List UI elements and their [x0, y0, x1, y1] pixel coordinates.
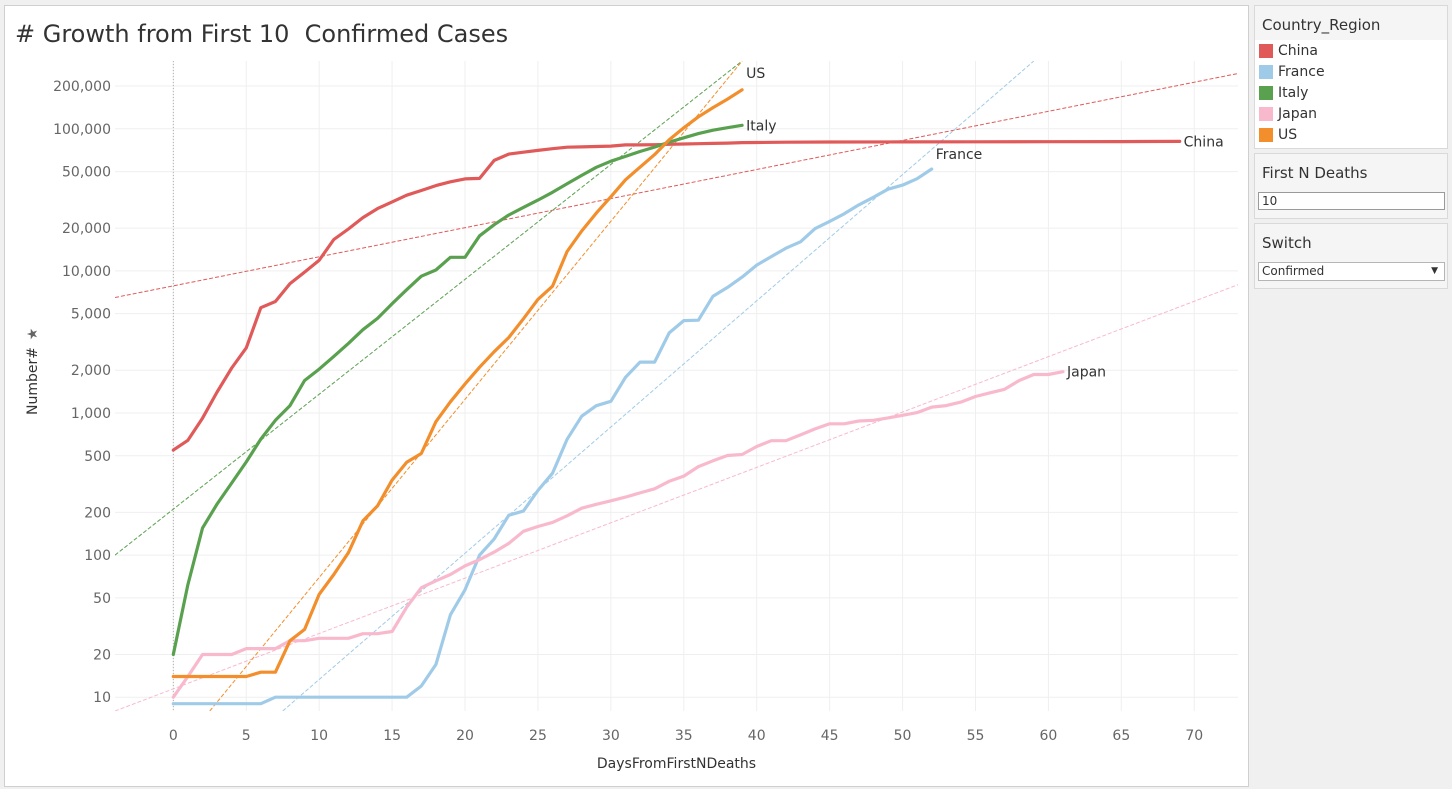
series-label-italy: Italy — [746, 118, 776, 134]
legend-title: Country_Region — [1255, 6, 1447, 40]
legend-swatch-us — [1259, 127, 1273, 142]
legend-item-us[interactable]: US — [1255, 124, 1447, 145]
series-line-china — [171, 139, 1182, 452]
legend-item-france[interactable]: France — [1255, 61, 1447, 82]
trend-line-japan — [115, 284, 1238, 711]
legend-label-italy: Italy — [1278, 84, 1309, 101]
y-tick-label: 100,000 — [53, 122, 111, 138]
x-tick-label: 70 — [1185, 728, 1203, 744]
trend-line-france — [282, 61, 1035, 711]
x-tick-label: 30 — [602, 728, 620, 744]
legend-label-japan: Japan — [1278, 105, 1318, 122]
x-tick-label: 45 — [821, 728, 839, 744]
legend-item-china[interactable]: China — [1255, 40, 1447, 61]
legend-label-china: China — [1278, 42, 1318, 59]
x-tick-label: 50 — [894, 728, 912, 744]
legend-swatch-china — [1259, 43, 1273, 58]
series-label-us: US — [746, 66, 765, 82]
legend-swatch-italy — [1259, 85, 1273, 100]
series-label-france: France — [936, 147, 983, 163]
x-tick-label: 0 — [169, 728, 178, 744]
y-tick-label: 200 — [84, 505, 111, 521]
x-tick-label: 40 — [748, 728, 766, 744]
series-label-china: China — [1184, 134, 1224, 150]
x-tick-label: 20 — [456, 728, 474, 744]
legend-label-france: France — [1278, 63, 1325, 80]
x-axis-title: DaysFromFirstNDeaths — [597, 756, 756, 772]
first-n-deaths-input[interactable] — [1258, 192, 1445, 210]
x-tick-label: 25 — [529, 728, 547, 744]
viz-worksheet: # Growth from First 10 Confirmed Cases 0… — [4, 5, 1249, 787]
x-tick-label: 60 — [1039, 728, 1057, 744]
y-tick-label: 5,000 — [71, 307, 111, 323]
y-tick-label: 500 — [84, 449, 111, 465]
y-tick-label: 1,000 — [71, 406, 111, 422]
chart-title: # Growth from First 10 Confirmed Cases — [15, 20, 509, 48]
y-tick-label: 200,000 — [53, 79, 111, 95]
x-tick-label: 55 — [967, 728, 985, 744]
trend-line-us — [209, 61, 743, 711]
legend-swatch-france — [1259, 64, 1273, 79]
y-tick-label: 20,000 — [62, 221, 111, 237]
legend-swatch-japan — [1259, 106, 1273, 121]
legend-item-japan[interactable]: Japan — [1255, 103, 1447, 124]
y-tick-label: 100 — [84, 548, 111, 564]
trend-line-italy — [115, 61, 743, 556]
y-tick-label: 10 — [93, 690, 111, 706]
legend-item-italy[interactable]: Italy — [1255, 82, 1447, 103]
switch-dropdown[interactable]: Confirmed ▼ — [1258, 262, 1445, 281]
y-tick-label: 50,000 — [62, 165, 111, 181]
legend-items: China France Italy Japan US — [1255, 40, 1447, 145]
switch-panel: Switch Confirmed ▼ — [1254, 223, 1448, 289]
x-tick-label: 5 — [242, 728, 251, 744]
y-tick-label: 2,000 — [71, 363, 111, 379]
y-tick-label: 10,000 — [62, 264, 111, 280]
color-legend: Country_Region China France Italy Japan … — [1254, 5, 1448, 149]
legend-label-us: US — [1278, 126, 1298, 143]
pin-icon: ★ — [25, 328, 41, 341]
switch-selected-value: Confirmed — [1262, 264, 1325, 278]
chevron-down-icon[interactable]: ▼ — [1431, 266, 1438, 276]
switch-title: Switch — [1255, 224, 1447, 258]
y-tick-label: 50 — [93, 591, 111, 607]
trend-line-china — [115, 73, 1238, 298]
x-tick-label: 15 — [383, 728, 401, 744]
series-line-france — [171, 167, 934, 706]
y-axis-title: Number# — [25, 347, 41, 415]
series-line-japan — [171, 370, 1065, 699]
line-chart[interactable]: 0 5 10 15 20 25 30 35 40 45 50 55 60 65 70 10 20 50 100 200… — [5, 6, 1248, 786]
parameter-panel: First N Deaths — [1254, 153, 1448, 219]
series-line-italy — [171, 123, 744, 657]
y-tick-label: 20 — [93, 647, 111, 663]
parameter-title: First N Deaths — [1255, 154, 1447, 188]
x-tick-label: 65 — [1112, 728, 1130, 744]
x-tick-label: 35 — [675, 728, 693, 744]
series-label-japan: Japan — [1066, 365, 1106, 381]
series-line-us — [171, 88, 744, 679]
x-tick-label: 10 — [310, 728, 328, 744]
